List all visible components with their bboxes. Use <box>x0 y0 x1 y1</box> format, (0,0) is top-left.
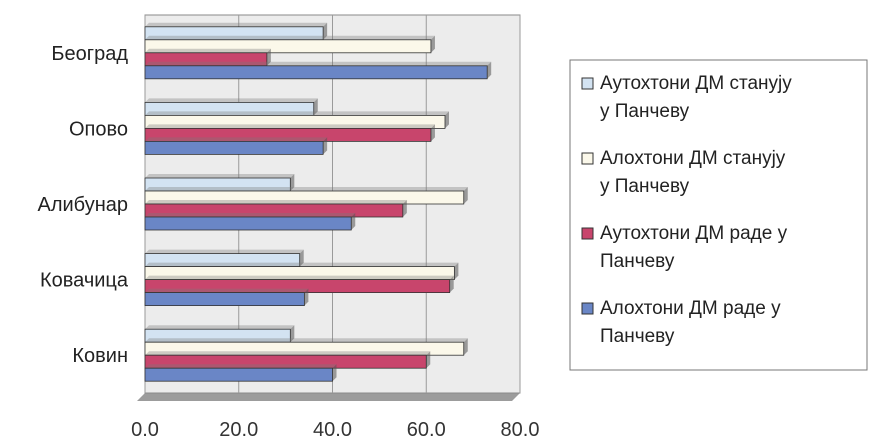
category-label: Алибунар <box>38 194 129 216</box>
legend-box <box>569 59 868 371</box>
legend-label: Панчеву <box>600 251 675 272</box>
bar-top <box>145 275 454 280</box>
bar-depth <box>487 61 492 79</box>
bar-depth <box>290 325 295 343</box>
bar-top <box>145 48 271 53</box>
bar-depth <box>304 288 309 306</box>
bar-depth <box>323 137 328 155</box>
bar-top <box>145 200 407 204</box>
x-tick-label: 0.0 <box>131 419 159 441</box>
x-tick-label: 40.0 <box>313 419 352 441</box>
bar-top <box>145 364 337 369</box>
bar-top <box>145 288 309 293</box>
bar-top <box>145 249 304 254</box>
bar-top <box>145 61 492 66</box>
category-label: Београд <box>51 43 128 65</box>
bar-depth <box>290 174 295 191</box>
bar-depth <box>351 213 356 230</box>
bar <box>144 216 352 231</box>
bar <box>144 292 305 307</box>
category-label: Ковачица <box>40 270 129 292</box>
legend-label: Панчеву <box>600 326 675 347</box>
plot-floor <box>137 393 520 401</box>
legend-swatch <box>581 152 594 165</box>
legend-label: Алохтони ДМ раде у <box>600 298 781 319</box>
bar <box>144 39 432 54</box>
bar-top <box>145 338 468 343</box>
bar-depth <box>463 338 468 356</box>
legend-label: Алохтони ДМ станују <box>600 148 786 169</box>
bar <box>144 65 488 80</box>
bar-top <box>145 174 295 178</box>
x-tick-label: 20.0 <box>219 419 258 441</box>
bar-depth <box>449 275 454 293</box>
legend-label: у Панчеву <box>600 176 690 197</box>
x-tick-label: 80.0 <box>501 419 540 441</box>
bar-depth <box>454 262 459 280</box>
bar-top <box>145 262 459 267</box>
category-label: Ковин <box>72 345 128 367</box>
bar-top <box>145 111 449 116</box>
bar <box>144 367 333 382</box>
bar-top <box>145 35 435 40</box>
bar-depth <box>266 48 271 66</box>
legend-swatch <box>581 77 594 90</box>
bar-depth <box>430 35 435 53</box>
category-label: Опово <box>69 118 128 140</box>
bar-depth <box>445 111 449 129</box>
bar-top <box>145 98 318 103</box>
bar-top <box>145 351 431 356</box>
bar-depth <box>323 22 328 40</box>
bar-depth <box>313 98 318 116</box>
bar-top <box>145 325 295 330</box>
bar-top <box>145 187 468 191</box>
legend-swatch <box>581 227 594 240</box>
bar-depth <box>402 200 407 217</box>
bar-top <box>145 22 328 27</box>
legend-swatch <box>581 302 594 315</box>
x-tick-label: 60.0 <box>407 419 446 441</box>
bar-depth <box>426 351 431 369</box>
legend-label: у Панчеву <box>600 101 690 122</box>
legend-label: Аутохтони ДМ станују <box>600 73 792 94</box>
bar-top <box>145 137 328 142</box>
bar-depth <box>463 187 468 204</box>
legend-label: Аутохтони ДМ раде у <box>600 223 788 244</box>
bar-depth <box>332 364 337 382</box>
bar <box>144 140 324 155</box>
bar-depth <box>430 124 435 142</box>
bar-depth <box>299 249 304 267</box>
bar-top <box>145 213 356 217</box>
bar-top <box>145 124 435 129</box>
